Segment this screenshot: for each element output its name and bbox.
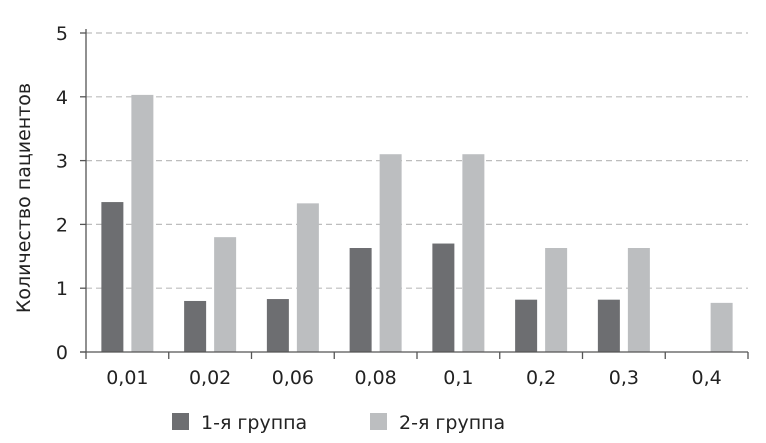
- y-tick-label: 5: [56, 23, 68, 45]
- bar-series1: [432, 243, 455, 352]
- bar-series2: [545, 248, 568, 352]
- x-tick-label: 0,02: [189, 367, 231, 389]
- bar-series2: [462, 154, 485, 352]
- legend: 1-я группа 2-я группа: [172, 412, 505, 434]
- bar-series1: [266, 299, 289, 352]
- legend-swatch: [172, 413, 189, 430]
- bar-series1: [184, 300, 207, 352]
- x-tick-label: 0,01: [106, 367, 148, 389]
- y-tick-label: 4: [56, 87, 68, 109]
- x-tick-labels: 0,01 0,02 0,06 0,08 0,1 0,2 0,3 0,4: [106, 367, 722, 389]
- bar-series2: [296, 203, 319, 352]
- axes: [80, 29, 749, 359]
- y-tick-label: 0: [56, 342, 68, 364]
- x-tick-label: 0,08: [354, 367, 396, 389]
- x-tick-label: 0,1: [443, 367, 473, 389]
- bar-series1: [349, 248, 372, 352]
- y-tick-label: 3: [56, 151, 68, 173]
- y-tick-labels: 0 1 2 3 4 5: [56, 23, 68, 364]
- bar-series1: [515, 299, 538, 352]
- legend-label: 2-я группа: [399, 412, 505, 434]
- bar-series2: [627, 248, 650, 352]
- bar-series2: [710, 302, 733, 352]
- legend-label: 1-я группа: [201, 412, 307, 434]
- legend-swatch: [370, 413, 387, 430]
- y-tick-label: 1: [56, 278, 68, 300]
- y-axis-title: Количество пациентов: [13, 83, 35, 313]
- x-tick-label: 0,06: [272, 367, 314, 389]
- bar-series2: [131, 94, 154, 353]
- bar-series1: [597, 299, 620, 352]
- x-tick-label: 0,4: [692, 367, 722, 389]
- x-tick-label: 0,3: [609, 367, 639, 389]
- bar-series1: [101, 202, 124, 352]
- bars: [101, 94, 733, 353]
- x-tick-label: 0,2: [526, 367, 556, 389]
- bar-series2: [214, 237, 237, 352]
- bar-series2: [379, 154, 402, 352]
- y-tick-label: 2: [56, 214, 68, 236]
